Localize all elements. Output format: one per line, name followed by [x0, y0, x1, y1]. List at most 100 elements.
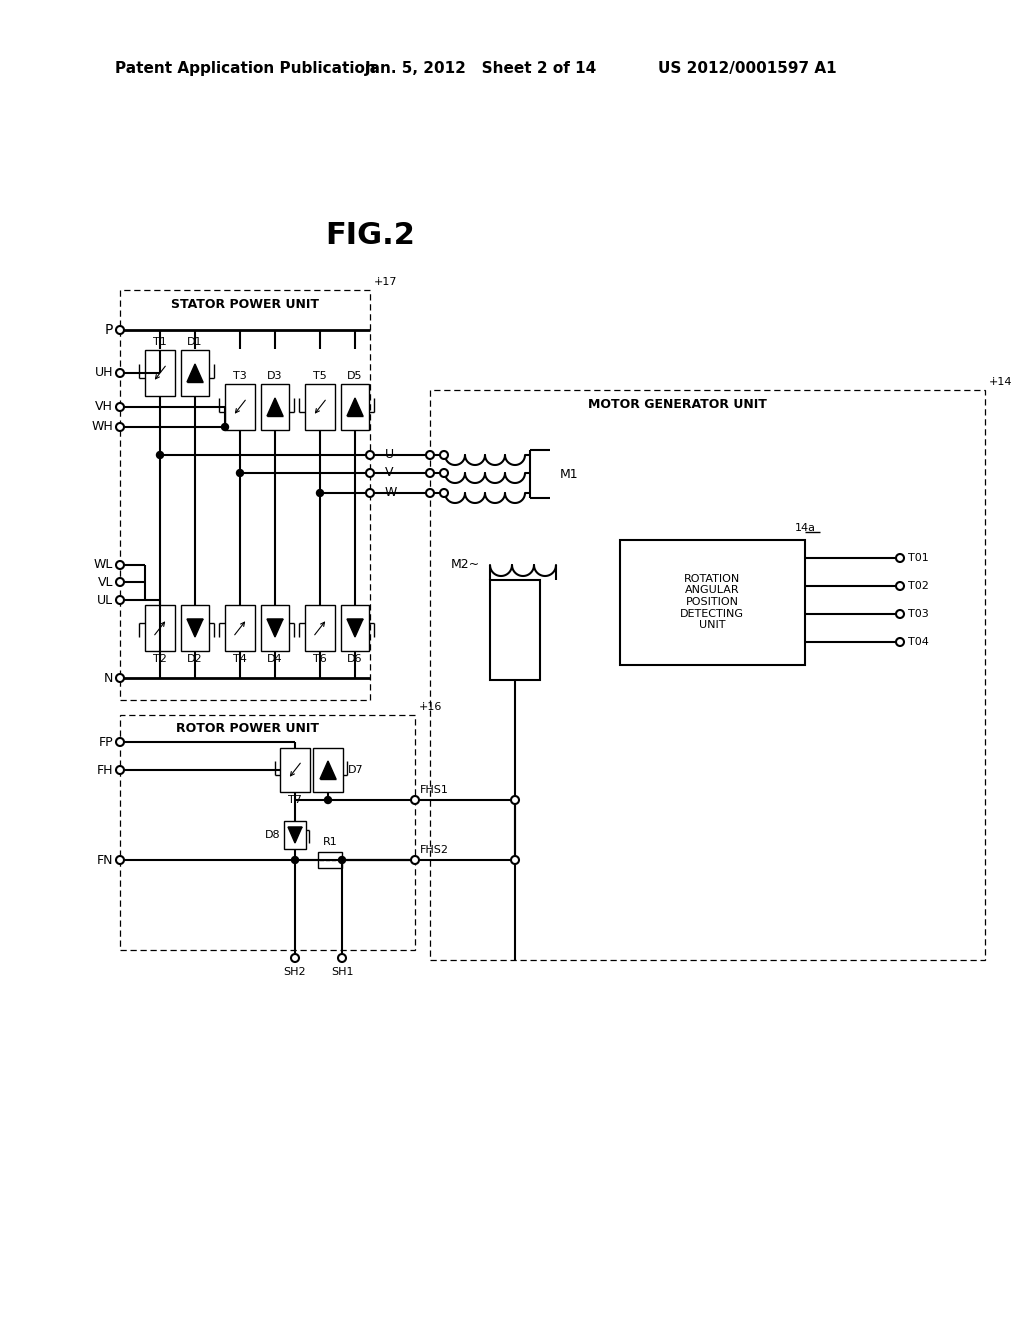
Text: SH1: SH1: [331, 968, 353, 977]
Circle shape: [116, 422, 124, 432]
Circle shape: [440, 469, 449, 477]
Circle shape: [440, 488, 449, 498]
Bar: [145, 605, 175, 651]
Bar: [181, 605, 209, 651]
Text: T04: T04: [908, 638, 929, 647]
Circle shape: [426, 469, 434, 477]
Circle shape: [116, 675, 124, 682]
Text: FIG.2: FIG.2: [325, 220, 415, 249]
Polygon shape: [187, 364, 203, 381]
Text: M2~: M2~: [451, 558, 480, 572]
Circle shape: [511, 796, 519, 804]
Text: T6: T6: [313, 653, 327, 664]
Text: W: W: [385, 487, 397, 499]
Text: ∔14: ∔14: [989, 378, 1013, 387]
Bar: [145, 350, 175, 396]
Circle shape: [426, 488, 434, 498]
Text: D7: D7: [348, 766, 364, 775]
Text: WL: WL: [93, 558, 113, 572]
Circle shape: [116, 766, 124, 774]
Text: ∔17: ∔17: [374, 277, 397, 286]
Bar: [490, 579, 540, 680]
Bar: [120, 715, 415, 950]
Circle shape: [366, 488, 374, 498]
Text: WH: WH: [91, 421, 113, 433]
Text: STATOR POWER UNIT: STATOR POWER UNIT: [171, 297, 319, 310]
Circle shape: [411, 855, 419, 865]
Text: D5: D5: [347, 371, 362, 381]
Circle shape: [116, 855, 124, 865]
Text: FP: FP: [98, 735, 113, 748]
Circle shape: [426, 451, 434, 459]
Text: VH: VH: [95, 400, 113, 413]
Circle shape: [325, 796, 332, 804]
Polygon shape: [347, 399, 362, 416]
Text: UL: UL: [97, 594, 113, 606]
Bar: [305, 605, 335, 651]
Text: Jan. 5, 2012   Sheet 2 of 14: Jan. 5, 2012 Sheet 2 of 14: [365, 61, 597, 75]
Circle shape: [157, 451, 164, 458]
Text: FHS2: FHS2: [420, 845, 449, 855]
Circle shape: [339, 857, 345, 863]
Text: FH: FH: [96, 763, 113, 776]
Circle shape: [896, 610, 904, 618]
Bar: [341, 384, 369, 430]
Polygon shape: [267, 399, 283, 416]
Text: FN: FN: [96, 854, 113, 866]
Circle shape: [338, 954, 346, 962]
Circle shape: [896, 638, 904, 645]
Polygon shape: [319, 762, 336, 779]
Text: T3: T3: [233, 371, 247, 381]
Circle shape: [221, 424, 228, 430]
Text: D8: D8: [264, 830, 280, 840]
Circle shape: [116, 578, 124, 586]
Text: N: N: [103, 672, 113, 685]
Text: T4: T4: [233, 653, 247, 664]
Text: D1: D1: [187, 337, 203, 347]
Circle shape: [237, 470, 244, 477]
Bar: [341, 605, 369, 651]
Text: T01: T01: [908, 553, 929, 564]
Bar: [261, 384, 289, 430]
Circle shape: [116, 370, 124, 378]
Text: T1: T1: [154, 337, 167, 347]
Bar: [620, 540, 805, 665]
Text: D3: D3: [267, 371, 283, 381]
Text: D6: D6: [347, 653, 362, 664]
Circle shape: [411, 796, 419, 804]
Text: UH: UH: [94, 367, 113, 380]
Circle shape: [440, 451, 449, 459]
Text: ROTOR POWER UNIT: ROTOR POWER UNIT: [175, 722, 318, 735]
Text: P: P: [104, 323, 113, 337]
Circle shape: [366, 469, 374, 477]
Bar: [313, 748, 343, 792]
Circle shape: [291, 954, 299, 962]
Bar: [225, 384, 255, 430]
Bar: [261, 605, 289, 651]
Circle shape: [116, 561, 124, 569]
Bar: [318, 851, 342, 869]
Polygon shape: [347, 619, 362, 638]
Circle shape: [116, 403, 124, 411]
Bar: [430, 389, 985, 960]
Text: M1: M1: [560, 467, 579, 480]
Circle shape: [292, 857, 299, 863]
Text: D4: D4: [267, 653, 283, 664]
Text: VL: VL: [97, 576, 113, 589]
Text: ∔16: ∔16: [419, 702, 442, 711]
Circle shape: [511, 855, 519, 865]
Bar: [284, 821, 306, 849]
Bar: [120, 290, 370, 700]
Polygon shape: [187, 619, 203, 638]
Text: U: U: [385, 449, 394, 462]
Text: 14a: 14a: [795, 523, 816, 533]
Text: MOTOR GENERATOR UNIT: MOTOR GENERATOR UNIT: [588, 397, 766, 411]
Circle shape: [116, 738, 124, 746]
Circle shape: [896, 554, 904, 562]
Circle shape: [896, 582, 904, 590]
Text: Patent Application Publication: Patent Application Publication: [115, 61, 376, 75]
Text: T5: T5: [313, 371, 327, 381]
Bar: [225, 605, 255, 651]
Circle shape: [116, 597, 124, 605]
Text: US 2012/0001597 A1: US 2012/0001597 A1: [658, 61, 837, 75]
